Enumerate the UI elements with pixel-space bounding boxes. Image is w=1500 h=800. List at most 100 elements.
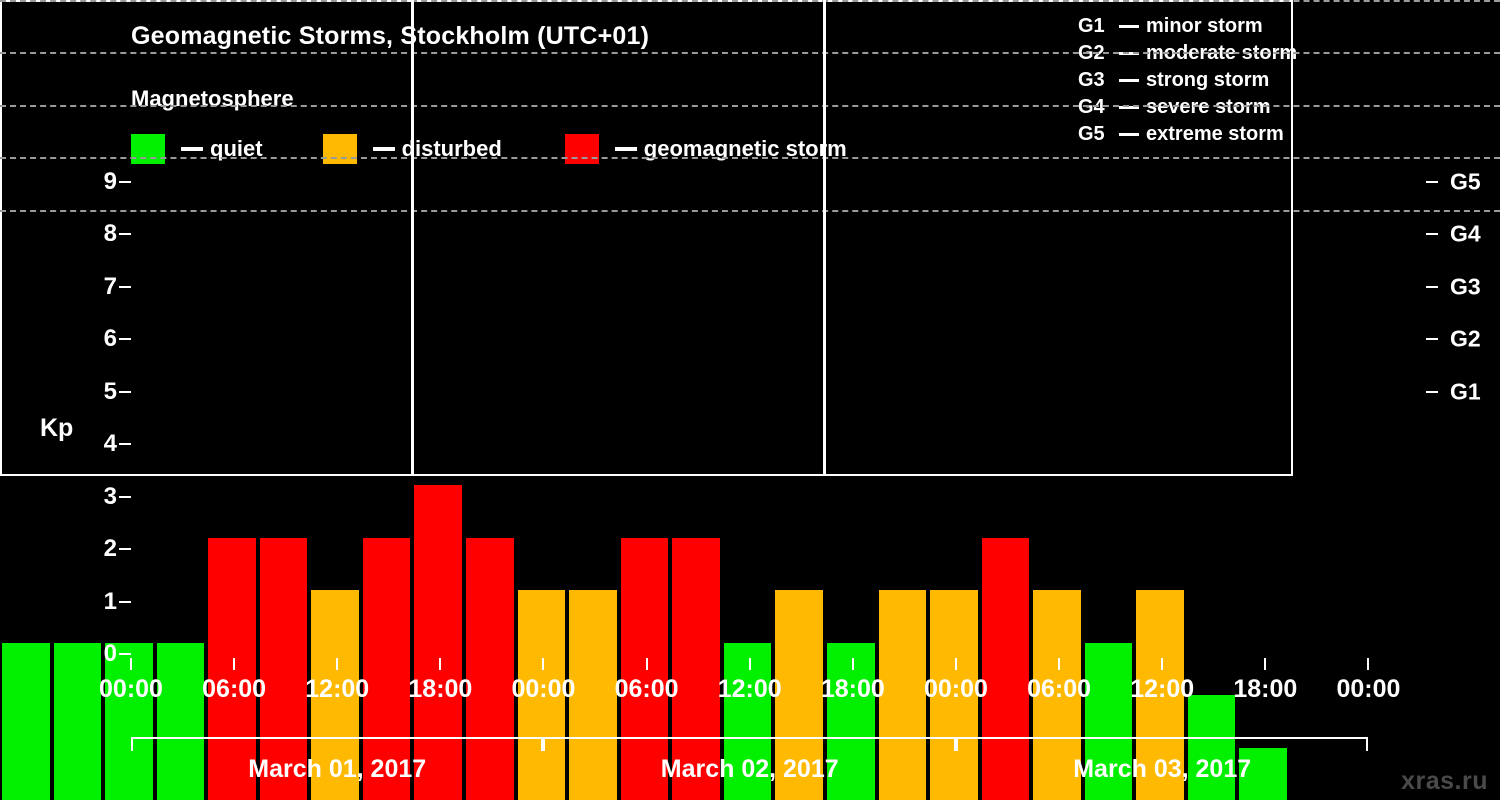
x-tick-label: 18:00 (1233, 675, 1298, 703)
g-legend-dash-icon (1119, 25, 1139, 28)
bar (1187, 695, 1236, 800)
bar (414, 485, 463, 800)
date-label: March 03, 2017 (1073, 755, 1252, 783)
g-legend-code: G1 (1078, 15, 1105, 37)
g-legend-desc: strong storm (1146, 69, 1270, 91)
chart-title: Geomagnetic Storms, Stockholm (UTC+01) (131, 22, 650, 50)
x-tick-label: 00:00 (923, 675, 988, 703)
day-separator (410, 0, 414, 476)
x-tick-label: 06:00 (1027, 675, 1092, 703)
legend-dash-icon (614, 147, 637, 151)
legend-label-storm: geomagnetic storm (643, 136, 847, 161)
g-legend-code: G3 (1078, 69, 1105, 91)
y-axis: 0 1 2 3 4 5 6 7 8 9 (85, 168, 117, 667)
bar (1084, 642, 1133, 800)
gridline-kp-6 (0, 157, 1500, 160)
x-tick-label: 12:00 (305, 675, 370, 703)
x-tick-label: 06:00 (614, 675, 679, 703)
g-tick-label: G1 (1450, 378, 1481, 405)
x-tick-mark (851, 658, 854, 670)
g-legend-desc: minor storm (1146, 15, 1263, 37)
bar (723, 642, 772, 800)
watermark: xras.ru (1401, 767, 1488, 795)
color-legend: quiet disturbed geomagnetic storm (131, 133, 847, 165)
legend-item-storm: geomagnetic storm (564, 134, 847, 164)
g-tick-label: G5 (1450, 168, 1481, 195)
day-separator (823, 0, 827, 476)
bar (620, 537, 669, 800)
x-tick-label: 18:00 (820, 675, 885, 703)
bar (208, 537, 256, 800)
bar (156, 642, 205, 800)
g-tick-label: G2 (1450, 325, 1481, 352)
bar (259, 537, 308, 800)
bar (311, 590, 359, 800)
y-tick-mark (119, 548, 131, 551)
g-tick-mark (1426, 338, 1438, 341)
bar (981, 537, 1030, 800)
g-tick-mark (1426, 181, 1438, 183)
gridline-kp-9 (0, 0, 1500, 2)
y-tick-label: 9 (103, 168, 117, 195)
bar (517, 590, 566, 800)
y-tick-mark (119, 495, 131, 498)
legend-label-disturbed: disturbed (401, 136, 502, 161)
x-tick-label: 12:00 (717, 675, 782, 703)
y-tick-label: 0 (103, 640, 117, 667)
x-axis: 00:00 06:00 12:00 18:00 00:00 06:00 12:00 18:00… (99, 658, 1424, 728)
x-tick-mark (1367, 658, 1370, 670)
y-axis-label: Kp (40, 414, 74, 442)
bar (878, 590, 927, 800)
g-legend-item-g1: G1 minor storm (1078, 13, 1297, 40)
x-tick-mark (336, 658, 339, 670)
g-legend-item-g5: G5 extreme storm (1078, 121, 1297, 148)
y-tick-label: 1 (103, 587, 117, 615)
x-tick-label: 06:00 (202, 675, 267, 703)
g-tick-label: G4 (1450, 220, 1481, 247)
y-tick-mark (119, 600, 131, 603)
x-tick-mark (1058, 658, 1061, 670)
g-tick-mark (1426, 233, 1438, 236)
x-tick-label: 00:00 (511, 675, 576, 703)
bar (826, 642, 875, 800)
x-tick-label: 00:00 (1336, 675, 1401, 703)
x-tick-label: 18:00 (408, 675, 473, 703)
y-tick-mark (119, 285, 131, 288)
g-legend-dash-icon (1119, 79, 1139, 82)
date-bracket (543, 737, 956, 751)
bar (775, 590, 823, 800)
g-legend-desc: severe storm (1146, 96, 1271, 118)
bar (1033, 590, 1081, 800)
x-tick-mark (542, 658, 545, 670)
x-tick-mark (1161, 658, 1164, 670)
x-tick-mark (748, 658, 751, 670)
gridline-kp-7 (0, 104, 1500, 107)
gridline-kp-5 (0, 209, 1500, 212)
bar (672, 537, 720, 800)
bar (2, 642, 50, 800)
g-tick-mark (1426, 285, 1438, 288)
bar (362, 537, 411, 800)
bar (466, 537, 514, 800)
y-tick-label: 8 (103, 220, 117, 248)
y-tick-mark (119, 338, 131, 341)
x-tick-label: 00:00 (99, 675, 163, 703)
y-tick-label: 4 (103, 430, 117, 458)
date-bracket-row: March 01, 2017 March 02, 2017 March 03, 20… (131, 737, 1424, 797)
y-tick-mark (119, 233, 131, 236)
y-tick-label: 2 (103, 535, 117, 563)
g-legend-dash-icon (1119, 106, 1139, 109)
g-scale-axis: G1 G2 G3 G4 G5 (1426, 169, 1496, 658)
date-label: March 02, 2017 (660, 755, 839, 783)
x-tick-mark (233, 658, 236, 670)
date-label: March 01, 2017 (248, 755, 427, 783)
g-legend-desc: extreme storm (1146, 123, 1284, 145)
g-tick-mark (1426, 390, 1438, 393)
g-legend-item-g3: G3 strong storm (1078, 67, 1297, 94)
g-legend-code: G5 (1078, 123, 1105, 145)
bar (53, 642, 102, 800)
x-tick-mark (130, 658, 132, 670)
